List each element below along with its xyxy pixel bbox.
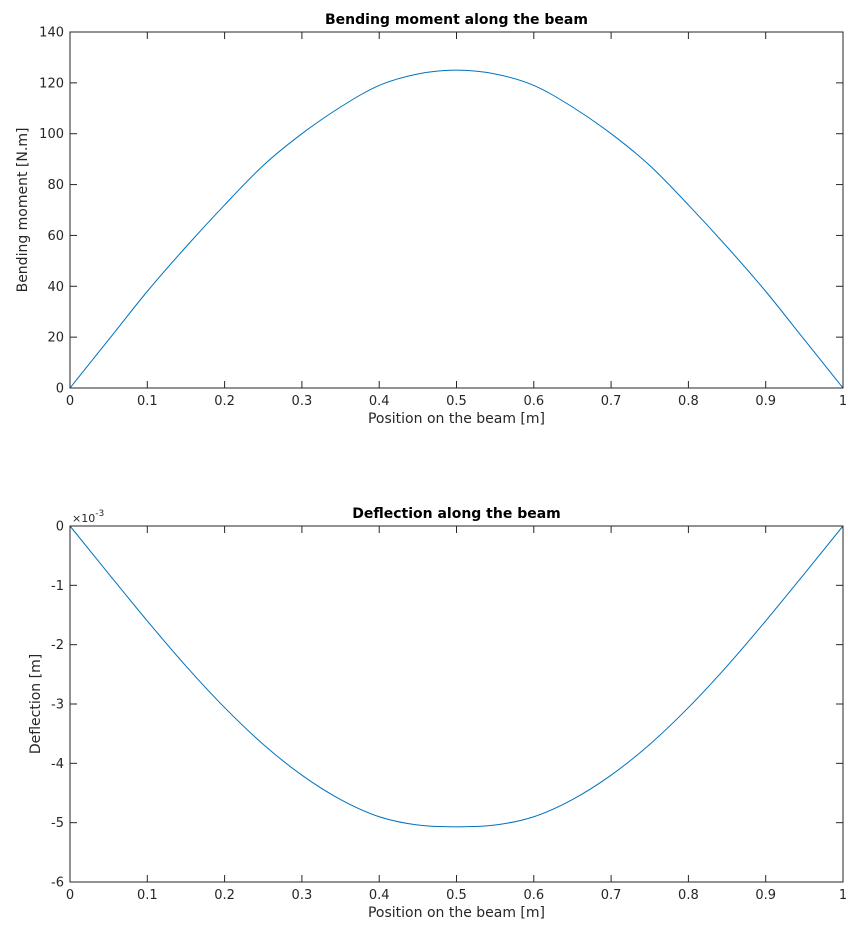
bending-moment-y-tick-label: 120 — [39, 76, 64, 91]
bending-moment-x-tick-label: 0.7 — [601, 394, 622, 409]
deflection-axes: 0 0.1 0.2 0.3 0.4 0.5 0.6 0.7 0.8 0.9 1 -6 -5 -4 -3 -2… — [28, 506, 847, 921]
bending-moment-y-tick-label: 100 — [39, 127, 64, 142]
bending-moment-x-tick-label: 0.5 — [446, 394, 467, 409]
bending-moment-x-tick-label: 0.1 — [137, 394, 158, 409]
deflection-y-tick-label: 0 — [56, 520, 64, 535]
bending-moment-y-axis-label: Bending moment [N.m] — [15, 128, 31, 293]
bending-moment-x-tick-label: 1 — [839, 394, 847, 409]
deflection-y-axis-label: Deflection [m] — [28, 654, 44, 754]
deflection-y-exponent: ×10-3 — [72, 509, 104, 525]
deflection-y-tick-labels: -6 -5 -4 -3 -2 -1 0 — [51, 520, 64, 891]
bending-moment-x-tick-label: 0.9 — [755, 394, 776, 409]
deflection-y-tick-label: -5 — [51, 816, 64, 831]
bending-moment-ticks — [69, 31, 844, 389]
deflection-x-tick-label: 0.5 — [446, 888, 467, 903]
deflection-x-tick-label: 0.1 — [137, 888, 158, 903]
deflection-y-exponent-base: ×10 — [72, 512, 95, 525]
deflection-y-tick-label: -6 — [51, 876, 64, 891]
bending-moment-y-tick-label: 40 — [47, 280, 64, 295]
deflection-x-tick-label: 0.3 — [292, 888, 313, 903]
bending-moment-axes-box — [69, 31, 844, 389]
bending-moment-x-tick-label: 0.6 — [523, 394, 544, 409]
deflection-y-tick-label: -4 — [51, 757, 64, 772]
deflection-y-tick-label: -2 — [51, 638, 64, 653]
bending-moment-title: Bending moment along the beam — [325, 12, 588, 28]
deflection-x-axis-label: Position on the beam [m] — [368, 905, 545, 921]
deflection-x-tick-label: 0.8 — [678, 888, 699, 903]
deflection-x-tick-label: 0.6 — [523, 888, 544, 903]
bending-moment-axes: 0 0.1 0.2 0.3 0.4 0.5 0.6 0.7 0.8 0.9 1 0 20 40 60 80 1… — [15, 12, 847, 427]
deflection-title: Deflection along the beam — [352, 506, 561, 522]
bending-moment-x-tick-labels: 0 0.1 0.2 0.3 0.4 0.5 0.6 0.7 0.8 0.9 1 — [66, 394, 847, 409]
deflection-y-tick-label: -1 — [51, 579, 64, 594]
deflection-y-tick-label: -3 — [51, 698, 64, 713]
deflection-y-exponent-power: -3 — [95, 509, 104, 519]
bending-moment-y-tick-label: 80 — [47, 178, 64, 193]
bending-moment-y-tick-label: 20 — [47, 331, 64, 346]
deflection-x-tick-label: 1 — [839, 888, 847, 903]
deflection-axes-box — [69, 525, 844, 883]
deflection-line — [69, 525, 844, 828]
deflection-x-tick-label: 0.4 — [369, 888, 390, 903]
deflection-x-tick-label: 0.9 — [755, 888, 776, 903]
bending-moment-x-tick-label: 0 — [66, 394, 74, 409]
bending-moment-x-axis-label: Position on the beam [m] — [368, 411, 545, 427]
bending-moment-y-tick-label: 0 — [56, 382, 64, 397]
bending-moment-y-tick-label: 60 — [47, 229, 64, 244]
deflection-x-tick-labels: 0 0.1 0.2 0.3 0.4 0.5 0.6 0.7 0.8 0.9 1 — [66, 888, 847, 903]
bending-moment-x-tick-label: 0.3 — [292, 394, 313, 409]
deflection-x-tick-label: 0.2 — [214, 888, 235, 903]
bending-moment-x-tick-label: 0.8 — [678, 394, 699, 409]
bending-moment-x-tick-label: 0.4 — [369, 394, 390, 409]
bending-moment-line — [69, 69, 844, 389]
deflection-ticks — [69, 525, 844, 883]
bending-moment-y-tick-label: 140 — [39, 26, 64, 41]
deflection-x-tick-label: 0 — [66, 888, 74, 903]
bending-moment-x-tick-label: 0.2 — [214, 394, 235, 409]
deflection-x-tick-label: 0.7 — [601, 888, 622, 903]
bending-moment-y-tick-labels: 0 20 40 60 80 100 120 140 — [39, 26, 64, 397]
